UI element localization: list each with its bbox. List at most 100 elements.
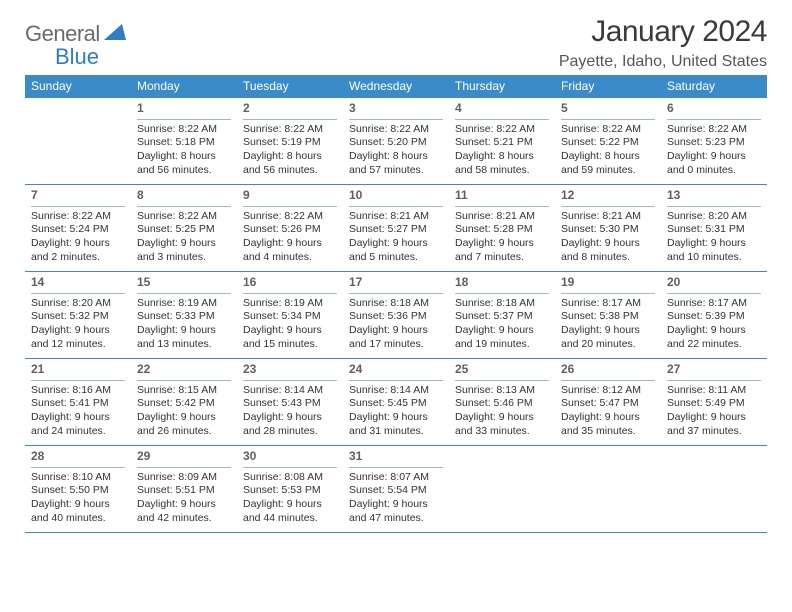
day-number: 16 (243, 275, 337, 294)
day-info: Sunrise: 8:22 AMSunset: 5:26 PMDaylight:… (243, 210, 337, 265)
sunrise-line: Sunrise: 8:17 AM (561, 297, 655, 311)
daylight-line: Daylight: 9 hours and 10 minutes. (667, 237, 761, 264)
daylight-line: Daylight: 8 hours and 59 minutes. (561, 150, 655, 177)
day-info: Sunrise: 8:16 AMSunset: 5:41 PMDaylight:… (31, 384, 125, 439)
calendar-day-cell: 2Sunrise: 8:22 AMSunset: 5:19 PMDaylight… (237, 98, 343, 184)
day-number: 8 (137, 188, 231, 207)
calendar-day-cell: 17Sunrise: 8:18 AMSunset: 5:36 PMDayligh… (343, 272, 449, 358)
day-number: 4 (455, 101, 549, 120)
calendar-day-cell: 11Sunrise: 8:21 AMSunset: 5:28 PMDayligh… (449, 185, 555, 271)
sunset-line: Sunset: 5:31 PM (667, 223, 761, 237)
calendar-day-cell: 26Sunrise: 8:12 AMSunset: 5:47 PMDayligh… (555, 359, 661, 445)
sunset-line: Sunset: 5:24 PM (31, 223, 125, 237)
calendar-day-cell: 8Sunrise: 8:22 AMSunset: 5:25 PMDaylight… (131, 185, 237, 271)
sunset-line: Sunset: 5:43 PM (243, 397, 337, 411)
day-number: 9 (243, 188, 337, 207)
day-number: 13 (667, 188, 761, 207)
day-info: Sunrise: 8:17 AMSunset: 5:38 PMDaylight:… (561, 297, 655, 352)
daylight-line: Daylight: 9 hours and 47 minutes. (349, 498, 443, 525)
sunrise-line: Sunrise: 8:22 AM (243, 123, 337, 137)
day-info: Sunrise: 8:08 AMSunset: 5:53 PMDaylight:… (243, 471, 337, 526)
day-info: Sunrise: 8:22 AMSunset: 5:18 PMDaylight:… (137, 123, 231, 178)
sunrise-line: Sunrise: 8:21 AM (349, 210, 443, 224)
calendar-day-cell: 22 Sunrise: 8:15 AMSunset: 5:42 PMDayligh… (131, 359, 237, 445)
page-header: General January 2024 Payette, Idaho, Uni… (25, 15, 767, 71)
sunset-line: Sunset: 5:54 PM (349, 484, 443, 498)
sunset-line: Sunset: 5:45 PM (349, 397, 443, 411)
daylight-line: Daylight: 9 hours and 19 minutes. (455, 324, 549, 351)
sunset-line: Sunset: 5:47 PM (561, 397, 655, 411)
day-info: Sunrise: 8:22 AMSunset: 5:23 PMDaylight:… (667, 123, 761, 178)
day-info: Sunrise: 8:22 AMSunset: 5:19 PMDaylight:… (243, 123, 337, 178)
day-info: Sunrise: 8:15 AMSunset: 5:42 PMDaylight:… (137, 384, 231, 439)
calendar-week-row: 14 Sunrise: 8:20 AMSunset: 5:32 PM Dayligh… (25, 272, 767, 359)
calendar-day-cell: 14Sunrise: 8:20 AMSunset: 5:32 PMDayligh… (25, 272, 131, 358)
day-info: Sunrise: 8:09 AMSunset: 5:51 PMDaylight:… (137, 471, 231, 526)
day-number: 25 (455, 362, 549, 381)
weekday-header: Friday (555, 75, 661, 98)
calendar-day-cell: 28Sunrise: 8:10 AMSunset: 5:50 PMDayligh… (25, 446, 131, 532)
day-info: Sunrise: 8:22 AMSunset: 5:21 PMDaylight:… (455, 123, 549, 178)
calendar-day-cell: 16Sunrise: 8:19 AMSunset: 5:34 PMDayligh… (237, 272, 343, 358)
day-info: Sunrise: 8:21 AMSunset: 5:28 PMDaylight:… (455, 210, 549, 265)
daylight-line: Daylight: 9 hours and 42 minutes. (137, 498, 231, 525)
day-number: 10 (349, 188, 443, 207)
sunset-line: Sunset: 5:37 PM (455, 310, 549, 324)
daylight-line: Daylight: 9 hours and 35 minutes. (561, 411, 655, 438)
sunrise-line: Sunrise: 8:18 AM (455, 297, 549, 311)
sunrise-line: Sunrise: 8:10 AM (31, 471, 125, 485)
daylight-line: Daylight: 9 hours and 0 minutes. (667, 150, 761, 177)
calendar-day-cell: 25Sunrise: 8:13 AMSunset: 5:46 PMDayligh… (449, 359, 555, 445)
daylight-line: Daylight: 9 hours and 20 minutes. (561, 324, 655, 351)
day-info: Sunrise: 8:14 AMSunset: 5:43 PMDaylight:… (243, 384, 337, 439)
weekday-header: Thursday (449, 75, 555, 98)
calendar-day-cell: 21Sunrise: 8:16 AMSunset: 5:41 PMDayligh… (25, 359, 131, 445)
daylight-line: Daylight: 8 hours and 58 minutes. (455, 150, 549, 177)
day-info: Sunrise: 8:22 AMSunset: 5:22 PMDaylight:… (561, 123, 655, 178)
daylight-line: Daylight: 9 hours and 40 minutes. (31, 498, 125, 525)
day-number: 29 (137, 449, 231, 468)
calendar-week-row: 7Sunrise: 8:22 AMSunset: 5:24 PMDaylight… (25, 185, 767, 272)
daylight-line: Daylight: 9 hours and 2 minutes. (31, 237, 125, 264)
sunset-line: Sunset: 5:32 PM (31, 310, 125, 324)
calendar-day-cell: 12Sunrise: 8:21 AMSunset: 5:30 PMDayligh… (555, 185, 661, 271)
sunrise-line: Sunrise: 8:19 AM (243, 297, 337, 311)
calendar-day-cell: 31Sunrise: 8:07 AMSunset: 5:54 PMDayligh… (343, 446, 449, 532)
day-number: 31 (349, 449, 443, 468)
title-block: January 2024 Payette, Idaho, United Stat… (559, 15, 767, 71)
sunset-line: Sunset: 5:22 PM (561, 136, 655, 150)
daylight-line: Daylight: 9 hours and 44 minutes. (243, 498, 337, 525)
sunset-line: Sunset: 5:53 PM (243, 484, 337, 498)
calendar-day-cell: 3Sunrise: 8:22 AMSunset: 5:20 PMDaylight… (343, 98, 449, 184)
sunrise-line: Sunrise: 8:22 AM (455, 123, 549, 137)
weekday-header: Wednesday (343, 75, 449, 98)
calendar-grid: SundayMondayTuesdayWednesdayThursdayFrid… (25, 75, 767, 533)
daylight-line: Daylight: 9 hours and 4 minutes. (243, 237, 337, 264)
daylight-line: Daylight: 9 hours and 33 minutes. (455, 411, 549, 438)
day-info: Sunrise: 8:20 AMSunset: 5:31 PMDaylight:… (667, 210, 761, 265)
sunrise-line: Sunrise: 8:14 AM (243, 384, 337, 398)
sunrise-line: Sunrise: 8:13 AM (455, 384, 549, 398)
day-info: Sunrise: 8:21 AMSunset: 5:27 PMDaylight:… (349, 210, 443, 265)
day-info: Sunrise: 8:22 AMSunset: 5:24 PMDaylight:… (31, 210, 125, 265)
sunset-line: Sunset: 5:33 PM (137, 310, 231, 324)
calendar-empty-cell (25, 98, 131, 184)
sunset-line: Sunset: 5:36 PM (349, 310, 443, 324)
calendar-day-cell: 20Sunrise: 8:17 AMSunset: 5:39 PMDayligh… (661, 272, 767, 358)
day-number: 27 (667, 362, 761, 381)
day-number: 22 (137, 362, 231, 381)
day-number: 20 (667, 275, 761, 294)
sunset-line: Sunset: 5:18 PM (137, 136, 231, 150)
sunrise-line: Sunrise: 8:22 AM (349, 123, 443, 137)
sunrise-line: Sunrise: 8:14 AM (349, 384, 443, 398)
daylight-line: Daylight: 9 hours and 26 minutes. (137, 411, 231, 438)
calendar-day-cell: 23Sunrise: 8:14 AMSunset: 5:43 PMDayligh… (237, 359, 343, 445)
sunrise-line: Sunrise: 8:11 AM (667, 384, 761, 398)
sunset-line: Sunset: 5:20 PM (349, 136, 443, 150)
sunrise-line: Sunrise: 8:16 AM (31, 384, 125, 398)
day-number: 14 (31, 275, 125, 294)
sunrise-line: Sunrise: 8:20 AM (31, 297, 125, 311)
day-info: Sunrise: 8:19 AMSunset: 5:33 PMDaylight:… (137, 297, 231, 352)
sunrise-line: Sunrise: 8:22 AM (137, 123, 231, 137)
calendar-day-cell: 13 Sunrise: 8:20 AMSunset: 5:31 PMDayligh… (661, 185, 767, 271)
